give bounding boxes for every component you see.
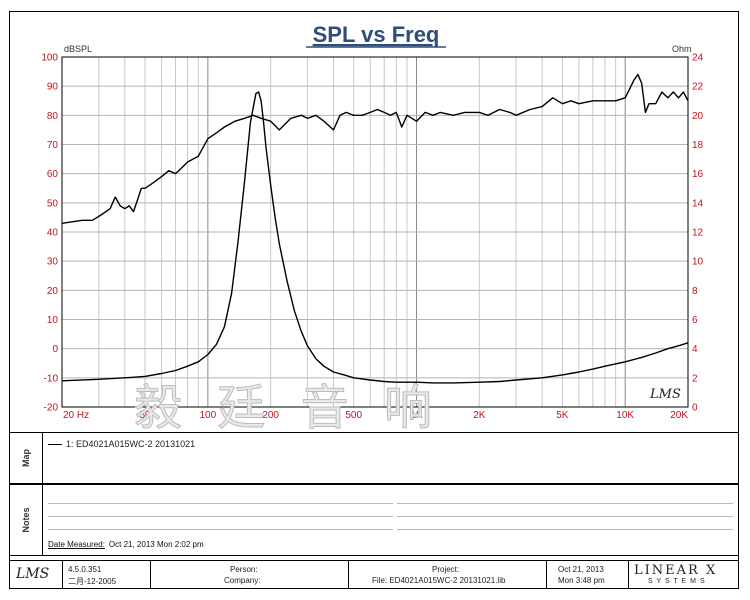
linearx-subtitle: S Y S T E M S [648,578,706,585]
y-right-tick-label: 20 [692,111,704,122]
curves [61,73,689,384]
spl-chart: -20-100102030405060708090100024681012141… [41,22,703,432]
x-tick-label: 500 [345,410,362,421]
chart-title: SPL vs Freq [313,22,440,47]
footer-time: Mon 3:48 pm [558,576,605,585]
linearx-logo: LINEAR X [634,563,718,578]
x-tick-label: 2K [473,410,486,421]
chart-lms-mark: LMS [649,387,681,402]
y-right-tick-label: 24 [692,53,704,64]
legend-item: 1: ED4021A015WC-2 20131021 [48,439,195,449]
grid [61,56,689,408]
x-tick-label: 10K [616,410,634,421]
build-date: 二月-12-2005 [68,577,117,586]
y-left-tick-label: 90 [47,82,59,93]
version: 4.5.0.351 [68,565,102,574]
x-tick-label: 100 [200,410,217,421]
note-line [48,516,393,517]
y-right-tick-label: 0 [692,403,698,414]
date-measured-label: Date Measured: [48,540,105,549]
legend-line-icon [48,444,62,446]
footer-project-cell: Project: File: ED4021A015WC-2 20131021.l… [348,561,547,588]
y-left-unit: dBSPL [64,44,92,54]
y-left-tick-label: 50 [47,198,59,209]
y-left-tick-label: 10 [47,315,59,326]
axis-labels: -20-100102030405060708090100024681012141… [41,53,703,422]
chart-frame: -20 -10 0 10 20 30 40 50 60 70 80 90 100 0 2 4 6 8 10 12 14 1… [9,11,739,589]
y-right-tick-label: 6 [692,315,698,326]
lms-logo: LMS [16,566,50,582]
note-line [48,529,393,530]
x-tick-label: 1K [410,410,423,421]
x-tick-label: 50 [139,410,151,421]
y-right-tick-label: 14 [692,198,704,209]
y-left-tick-label: 100 [41,53,58,64]
notes-side: Notes [10,485,43,555]
footer-person-cell: Person: Company: [150,561,349,588]
y-right-unit: Ohm [672,44,692,54]
y-right-tick-label: 12 [692,228,704,239]
watermark: 毅 廷 音 响 [134,380,442,432]
date-measured-value: Oct 21, 2013 Mon 2:02 pm [108,540,204,549]
y-right-tick-label: 22 [692,82,704,93]
x-tick-label: 200 [262,410,279,421]
y-right-tick-label: 8 [692,286,698,297]
footer-date: Oct 21, 2013 [558,565,604,574]
note-line [397,516,733,517]
y-left-tick-label: 60 [47,169,59,180]
y-right-tick-label: 4 [692,344,698,355]
x-tick-label: 20 Hz [63,410,89,421]
note-line [48,503,393,504]
y-left-tick-label: 70 [47,140,59,151]
note-line [397,503,733,504]
y-left-tick-label: 80 [47,111,59,122]
person-label: Person: [230,565,258,574]
footer-logo-cell: LMS [10,561,63,588]
company-label: Company: [224,576,261,585]
legend-text: 1: ED4021A015WC-2 20131021 [66,439,196,449]
y-left-tick-label: 40 [47,228,59,239]
footer: LMS 4.5.0.351 二月-12-2005 Person: Company… [9,560,739,589]
note-line [397,529,733,530]
y-left-tick-label: 0 [52,344,58,355]
map-label: Map [21,449,31,467]
date-measured: Date Measured: Oct 21, 2013 Mon 2:02 pm [48,540,204,549]
y-left-tick-label: 20 [47,286,59,297]
map-panel: Map 1: ED4021A015WC-2 20131021 [9,432,739,484]
notes-label: Notes [21,507,31,533]
x-tick-label: 5K [556,410,569,421]
spl-curve [61,73,689,224]
file-label: File: ED4021A015WC-2 20131021.lib [372,576,506,585]
map-side: Map [10,433,43,483]
y-left-tick-label: -20 [44,403,59,414]
project-label: Project: [432,565,460,574]
footer-date-cell: Oct 21, 2013 Mon 3:48 pm [546,561,629,588]
y-right-tick-label: 18 [692,140,704,151]
y-left-tick-label: 30 [47,257,59,268]
y-right-tick-label: 2 [692,373,698,384]
y-left-tick-label: -10 [44,373,59,384]
x-tick-label: 20K [670,410,688,421]
y-right-tick-label: 10 [692,257,704,268]
footer-version-cell: 4.5.0.351 二月-12-2005 [62,561,151,588]
footer-brand-cell: LINEAR X S Y S T E M S [628,561,738,588]
y-right-tick-label: 16 [692,169,704,180]
plot-border [61,56,689,408]
impedance-curve [61,91,689,384]
notes-panel: Notes Date Measured: Oct 21, 2013 Mon 2:0… [9,484,739,556]
